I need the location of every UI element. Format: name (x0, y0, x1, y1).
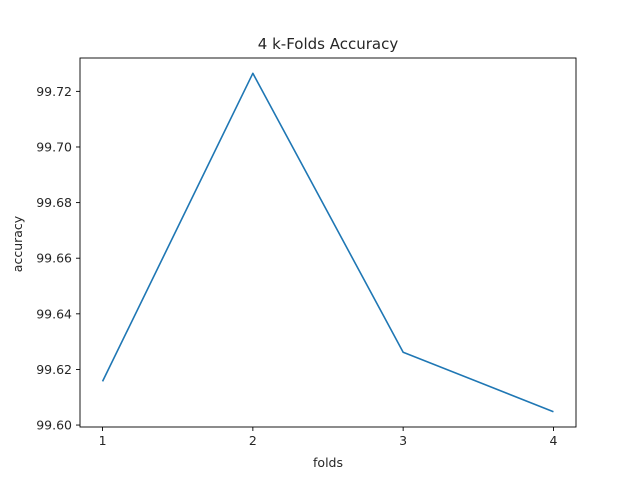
x-tick-label-4: 4 (549, 433, 557, 448)
y-tick-label-7: 99.72 (36, 84, 72, 99)
y-axis-label: accuracy (10, 215, 25, 272)
x-tick-label-2: 2 (249, 433, 257, 448)
y-tick-label-6: 99.70 (36, 139, 72, 154)
x-axis-label: folds (313, 455, 343, 470)
x-tick-label-1: 1 (99, 433, 107, 448)
plot-frame (79, 57, 577, 428)
y-tick-label-4: 99.66 (36, 251, 72, 266)
y-tick-label-5: 99.68 (36, 195, 72, 210)
x-tick-label-3: 3 (399, 433, 407, 448)
y-tick-label-2: 99.62 (36, 362, 72, 377)
y-tick-label-1: 99.60 (36, 418, 72, 433)
y-tick-label-3: 99.64 (36, 306, 72, 321)
chart-title: 4 k-Folds Accuracy (258, 35, 399, 53)
series-line-1 (101, 72, 554, 413)
plot-area: 1 2 3 4 99.60 99.62 99.64 99.66 99.68 99.70 99.72 (36, 57, 577, 448)
